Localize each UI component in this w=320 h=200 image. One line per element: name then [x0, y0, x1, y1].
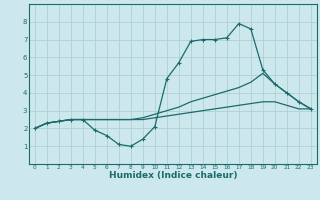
X-axis label: Humidex (Indice chaleur): Humidex (Indice chaleur): [108, 171, 237, 180]
